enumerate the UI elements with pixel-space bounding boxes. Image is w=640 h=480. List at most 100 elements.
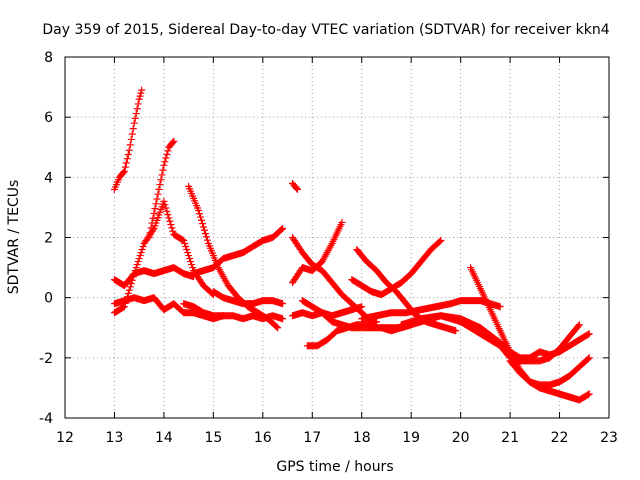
y-tick-labels: -4 -2 0 2 4 6 8 [39,50,53,427]
series-arc-20 [397,312,583,365]
data-point [188,261,196,269]
data-point [273,323,281,331]
data-point [160,197,168,205]
series-arc-5 [110,264,198,290]
data-point [138,246,146,254]
data-point [274,324,282,332]
data-point [133,261,141,269]
data-point [156,181,164,189]
data-point [189,264,197,272]
axis-ticks [64,56,610,419]
data-point [145,234,153,241]
data-point [121,163,129,171]
y-tick-label: 6 [44,110,53,126]
y-tick-label: 8 [44,50,53,66]
data-point [125,286,133,294]
x-tick-label: 14 [155,430,173,446]
data-point [119,303,127,311]
data-point [152,200,160,208]
data-point [157,176,165,184]
data-point [126,141,134,149]
data-point [168,224,176,232]
data-point [133,105,141,113]
data-point [585,390,593,398]
data-point [197,216,205,224]
data-point [584,355,592,363]
data-point [120,303,128,311]
x-tick-label: 18 [353,430,371,446]
series-arc-18 [358,297,504,323]
data-point [150,209,158,217]
data-point [169,138,177,146]
data-point [135,95,143,103]
x-tick-label: 20 [452,430,470,446]
data-point [338,218,346,226]
data-point [452,327,460,335]
data-points [110,86,593,404]
data-point [585,330,593,338]
data-point [134,258,142,266]
data-point [155,185,163,193]
data-point [163,150,171,158]
x-tick-label: 22 [551,430,569,446]
y-tick-label: -4 [39,411,53,427]
data-point [584,330,592,338]
data-point [195,206,203,214]
data-point [135,255,143,263]
data-point [437,237,445,245]
data-point [575,321,583,329]
data-point [126,283,134,291]
data-point [203,236,211,244]
data-point [181,240,189,248]
data-point [167,221,175,229]
data-point [132,110,140,118]
data-point [279,315,287,323]
data-point [119,169,127,177]
series-arc-4 [110,294,227,323]
data-point [136,92,144,100]
y-axis-label: SDTVAR / TECUs [6,180,22,295]
x-tick-label: 23 [600,430,618,446]
data-point [165,214,173,222]
series-arc-9 [209,288,287,308]
data-point [125,146,133,154]
data-point [436,237,444,245]
data-point [158,171,166,179]
data-point [120,167,128,175]
data-point [180,237,188,245]
data-point [160,161,168,169]
data-point [183,246,191,254]
series-arc-15 [303,318,381,350]
data-point [137,249,145,257]
data-point [162,204,170,212]
x-tick-labels: 12 13 14 15 16 17 18 19 20 21 22 23 [56,430,618,446]
data-point [161,158,169,166]
x-tick-label: 15 [204,430,222,446]
series-arc-12 [288,234,376,326]
data-point [161,201,169,209]
data-point [124,150,132,158]
x-tick-label: 12 [56,430,74,446]
series-arc-13 [288,303,366,320]
data-point [184,249,192,257]
data-point [139,243,147,251]
series-arc-1 [110,86,146,193]
series-arc-22 [506,357,593,404]
data-point [197,213,205,221]
data-point [138,86,146,94]
data-point [169,227,177,235]
series-arc-21 [467,264,593,389]
data-point [134,100,142,108]
y-tick-label: 0 [44,291,53,307]
data-point [136,252,144,260]
data-point [179,236,187,244]
data-point [159,166,167,174]
data-point [162,154,170,162]
data-point [198,220,206,228]
series-arc-11 [288,218,346,287]
data-point [131,114,139,122]
data-point [166,217,174,225]
data-point [153,195,161,203]
data-point [293,185,301,193]
